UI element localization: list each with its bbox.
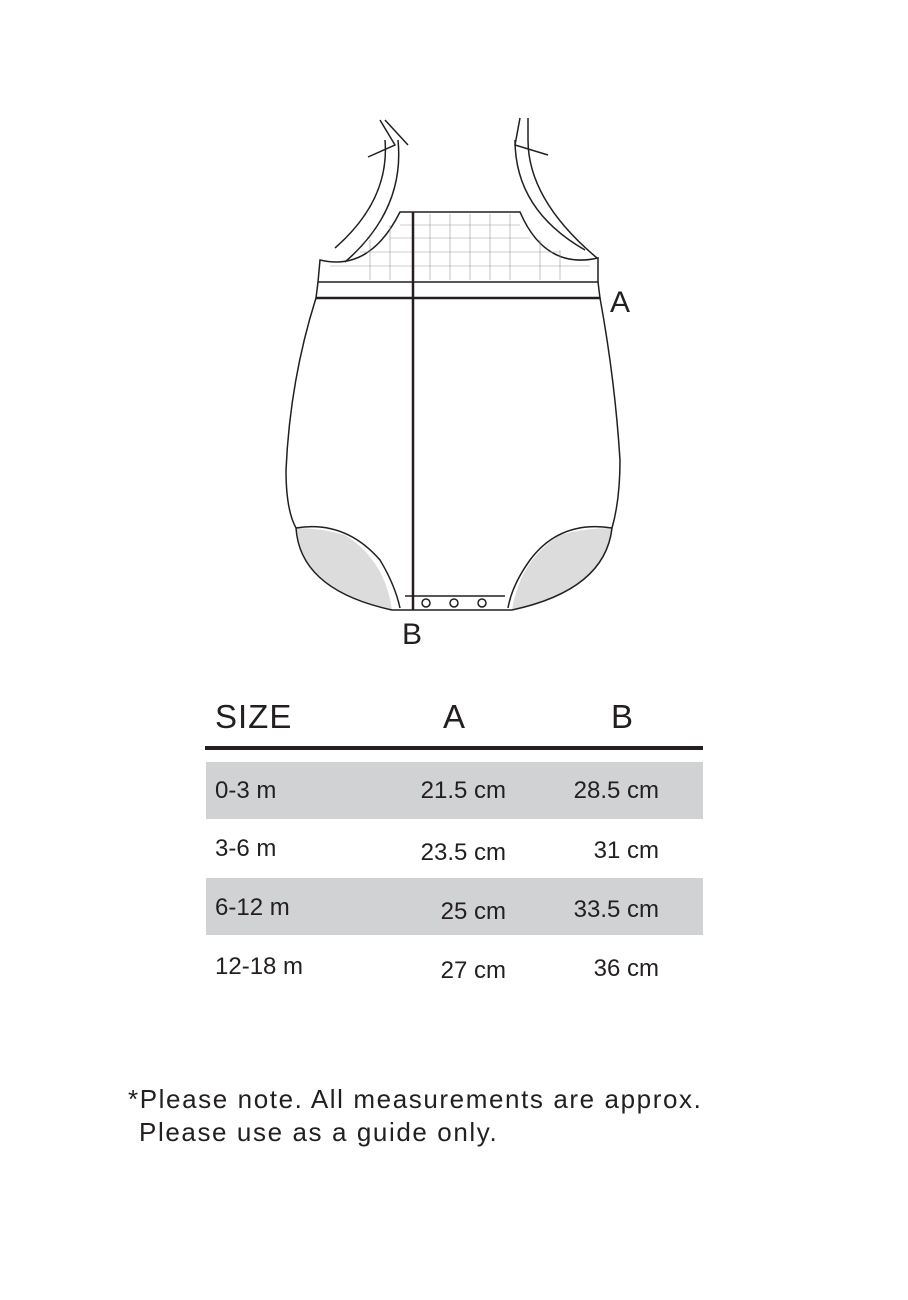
cell-b: 33.5 cm	[573, 896, 659, 923]
right-strap	[514, 139, 598, 259]
snap-icon	[421, 598, 431, 608]
header-a: A	[443, 698, 467, 735]
cell-a: 21.5 cm	[420, 777, 506, 804]
header-rule	[205, 746, 703, 750]
left-leg-opening	[295, 525, 401, 609]
romper-diagram	[285, 117, 621, 611]
note-line-2: Please use as a guide only.	[139, 1117, 499, 1147]
cell-size: 12-18 m	[215, 953, 304, 980]
header-b: B	[611, 698, 635, 735]
cell-size: 3-6 m	[215, 835, 277, 862]
table-row: 0-3 m 21.5 cm 28.5 cm	[206, 762, 703, 819]
table-row: 3-6 m 23.5 cm 31 cm	[206, 820, 703, 877]
cell-size: 0-3 m	[215, 777, 277, 804]
left-strap	[334, 139, 400, 263]
table-row: 6-12 m 25 cm 33.5 cm	[206, 878, 703, 935]
label-b: B	[402, 618, 423, 651]
cell-a: 23.5 cm	[420, 839, 506, 866]
right-leg-shade	[512, 528, 612, 610]
bodice	[317, 211, 599, 283]
cell-b: 28.5 cm	[573, 777, 659, 804]
snap-icon	[477, 598, 487, 608]
label-a: A	[610, 286, 631, 319]
table-row: 12-18 m 27 cm 36 cm	[206, 936, 703, 993]
left-leg-shade	[296, 528, 392, 610]
cell-a: 27 cm	[440, 957, 506, 984]
note-line-1: *Please note. All measurements are appro…	[128, 1084, 703, 1114]
cell-b: 31 cm	[593, 837, 659, 864]
cell-b: 36 cm	[593, 955, 659, 982]
snap-icon	[449, 598, 459, 608]
header-size: SIZE	[215, 698, 293, 735]
left-tie	[367, 119, 409, 158]
cell-a: 25 cm	[440, 898, 506, 925]
smocking-texture	[330, 214, 590, 280]
right-leg-opening	[507, 525, 613, 609]
right-tie	[514, 117, 549, 156]
cell-size: 6-12 m	[215, 894, 290, 921]
body-outline	[285, 297, 621, 611]
waist-band	[315, 281, 601, 299]
